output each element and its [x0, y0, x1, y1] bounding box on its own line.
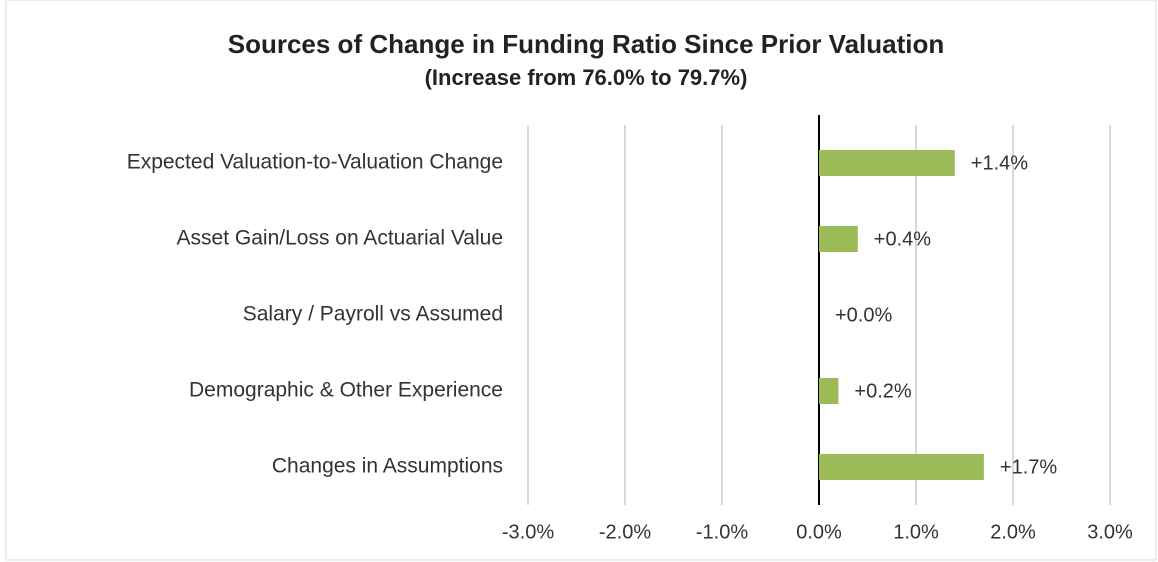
- category-label: Salary / Payroll vs Assumed: [243, 303, 503, 326]
- x-tick-label: -1.0%: [696, 521, 748, 543]
- bar: [819, 226, 858, 252]
- x-tick-label: 0.0%: [796, 521, 842, 543]
- category-label: Changes in Assumptions: [272, 455, 503, 478]
- chart-title: Sources of Change in Funding Ratio Since…: [228, 29, 945, 59]
- category-label: Expected Valuation-to-Valuation Change: [127, 151, 503, 174]
- x-tick-label: 1.0%: [893, 521, 939, 543]
- bar: [819, 454, 984, 480]
- category-label: Asset Gain/Loss on Actuarial Value: [177, 227, 503, 250]
- x-tick-label: 2.0%: [990, 521, 1036, 543]
- bar: [819, 150, 955, 176]
- chart-subtitle: (Increase from 76.0% to 79.7%): [425, 65, 748, 90]
- x-tick-label: 3.0%: [1087, 521, 1133, 543]
- value-label: +0.4%: [874, 228, 931, 250]
- x-tick-label: -2.0%: [599, 521, 651, 543]
- bar: [819, 378, 839, 404]
- chart-border: [5, 0, 1157, 561]
- category-label: Demographic & Other Experience: [189, 379, 503, 402]
- value-label: +1.4%: [971, 152, 1028, 174]
- value-label: +0.0%: [835, 304, 892, 326]
- value-label: +1.7%: [1000, 456, 1057, 478]
- value-label: +0.2%: [854, 380, 911, 402]
- x-tick-label: -3.0%: [502, 521, 554, 543]
